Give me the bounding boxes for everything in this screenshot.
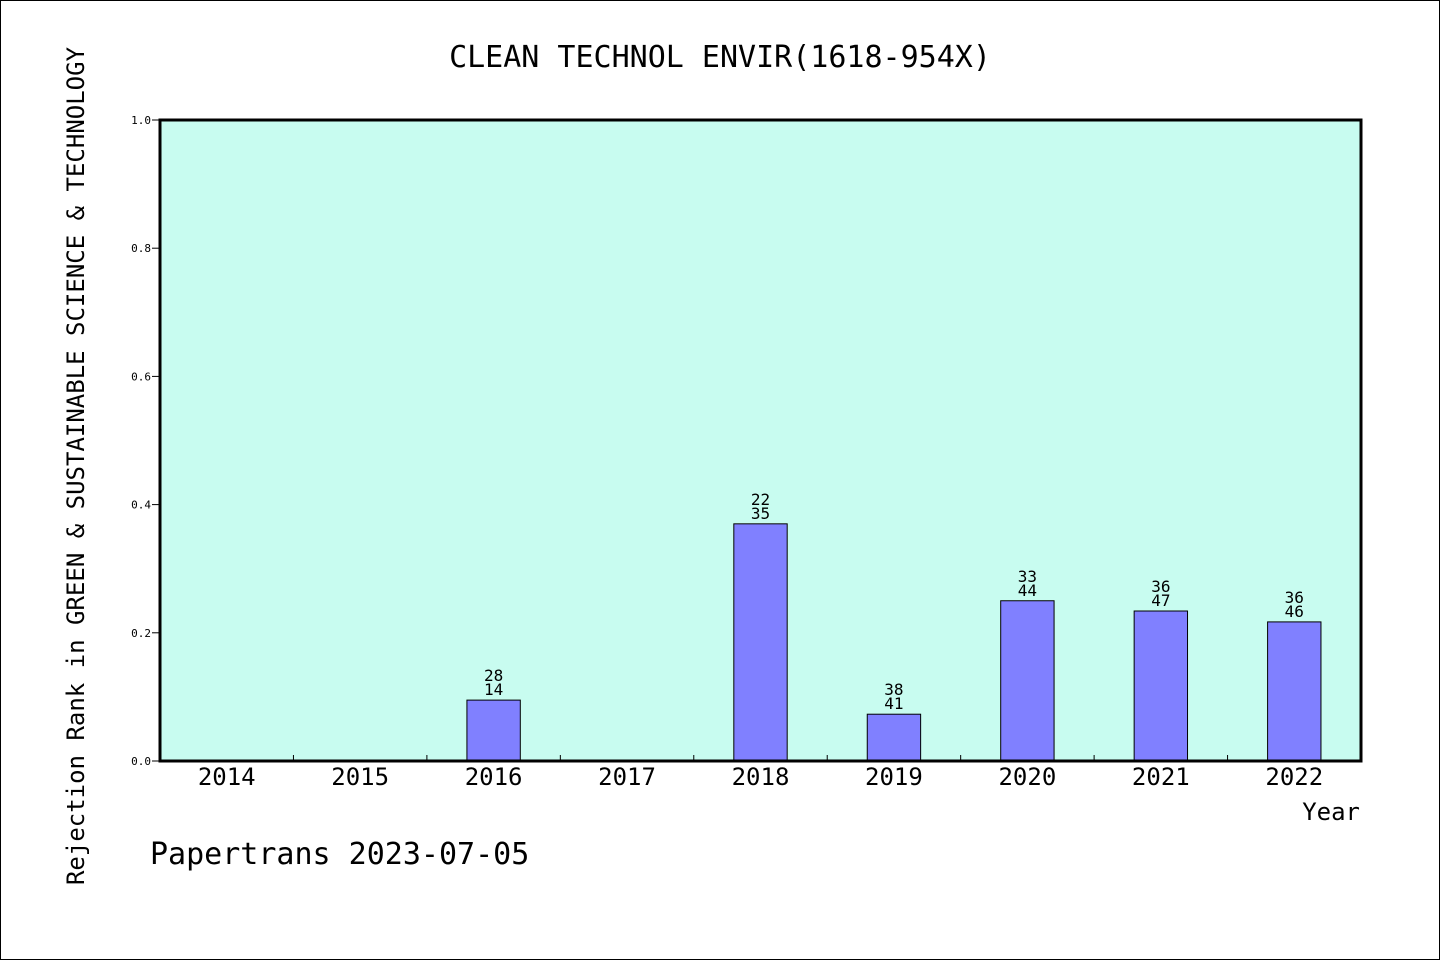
x-tick-label: 2014 xyxy=(198,763,256,791)
y-tick-label: 0.2 xyxy=(131,627,151,640)
bar-label: 36 xyxy=(1151,577,1170,596)
bar-label: 36 xyxy=(1285,588,1304,607)
bar-2016 xyxy=(466,699,521,762)
bar-2020 xyxy=(1000,600,1055,762)
y-axis-title: Rejection Rank in GREEN & SUSTAINABLE SC… xyxy=(62,46,90,885)
bar-label: 33 xyxy=(1018,567,1037,586)
bar-label: 41 xyxy=(884,694,903,713)
bar-2019 xyxy=(866,713,922,762)
bar-label: 47 xyxy=(1151,591,1170,610)
x-axis: 2014 2015 2016 2017 2018 2019 2020 2021 2022 xyxy=(198,755,1323,791)
x-tick-label: 2017 xyxy=(598,763,656,791)
y-axis: 0.0 0.2 0.4 0.6 0.8 1.0 xyxy=(131,114,160,768)
x-tick-label: 2020 xyxy=(998,763,1056,791)
y-tick-label: 0.6 xyxy=(131,370,151,383)
x-tick-label: 2019 xyxy=(865,763,923,791)
y-tick-label: 0.8 xyxy=(131,242,151,255)
bar-label: 22 xyxy=(751,490,770,509)
y-tick-label: 0.4 xyxy=(131,499,151,512)
footer-stamp: Papertrans 2023-07-05 xyxy=(150,837,529,872)
bar-2021 xyxy=(1133,610,1189,762)
bar-label: 46 xyxy=(1285,602,1304,621)
plot-frame xyxy=(158,118,1363,763)
bar-label: 14 xyxy=(484,680,503,699)
x-tick-label: 2016 xyxy=(465,763,523,791)
bar-label: 44 xyxy=(1018,581,1037,600)
bar-label: 28 xyxy=(484,666,503,685)
x-axis-title: Year xyxy=(1302,798,1360,826)
x-tick-label: 2022 xyxy=(1265,763,1323,791)
bar-2022 xyxy=(1267,621,1322,762)
x-tick-label: 2021 xyxy=(1132,763,1190,791)
y-tick-label: 1.0 xyxy=(131,114,151,127)
bar-2018 xyxy=(733,523,788,762)
x-tick-label: 2015 xyxy=(331,763,389,791)
chart-title: CLEAN TECHNOL ENVIR(1618-954X) xyxy=(449,40,991,75)
bar-label: 38 xyxy=(884,680,903,699)
y-tick-label: 0.0 xyxy=(131,755,151,768)
x-tick-label: 2018 xyxy=(732,763,790,791)
bar-label: 35 xyxy=(751,504,770,523)
bars-group xyxy=(466,523,1322,762)
